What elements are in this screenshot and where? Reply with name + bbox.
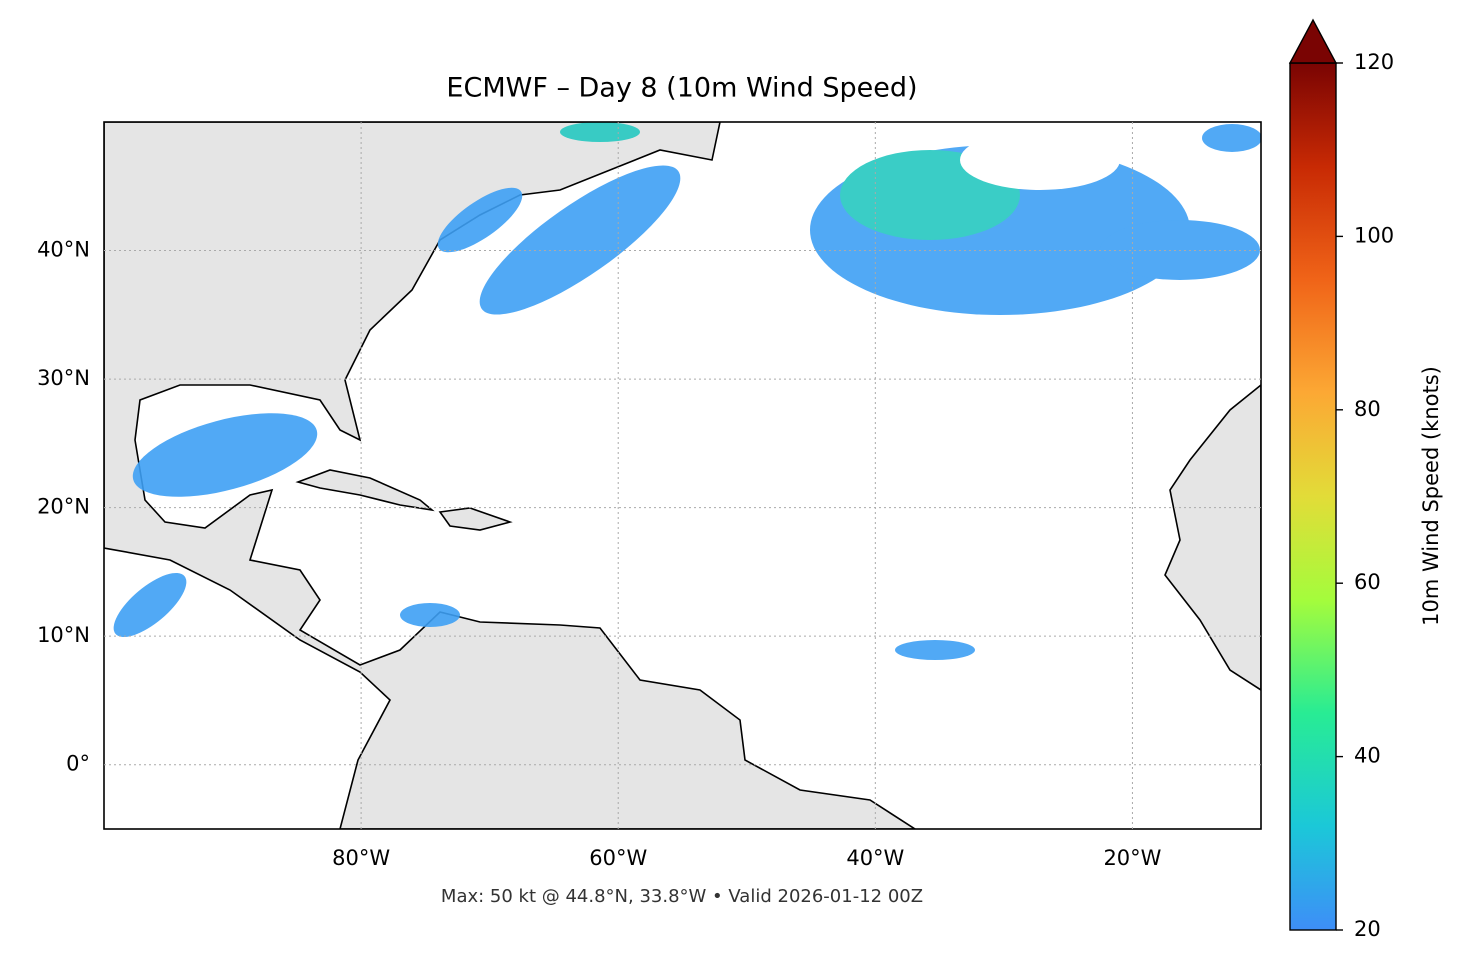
title: ECMWF – Day 8 (10m Wind Speed) [446, 73, 917, 104]
lon-label: 60°W [589, 846, 647, 870]
map-frame [103, 121, 1262, 830]
colorbar-tick-label: 40 [1354, 744, 1381, 768]
colorbar-tick-label: 60 [1354, 570, 1381, 594]
lat-label: 20°N [37, 495, 90, 519]
cuba [295, 469, 435, 512]
hispaniola [438, 507, 513, 531]
africa [1164, 383, 1261, 691]
lon-label: 40°W [846, 846, 904, 870]
colorbar-label: 10m Wind Speed (knots) [1419, 366, 1443, 626]
colorbar-tick-label: 80 [1354, 397, 1381, 421]
lon-label: 20°W [1103, 846, 1161, 870]
americas [104, 122, 917, 829]
lon-label: 80°W [332, 846, 390, 870]
footer: Max: 50 kt @ 44.8°N, 33.8°W • Valid 2026… [441, 886, 923, 907]
colorbar-tick-label: 20 [1354, 917, 1381, 941]
colorbar-tick-label: 100 [1354, 223, 1394, 247]
lat-label: 30°N [37, 366, 90, 390]
lat-label: 10°N [37, 623, 90, 647]
colorbar-tick-label: 120 [1354, 50, 1394, 74]
colorbar-extend [1288, 18, 1338, 64]
lat-label: 0° [66, 752, 90, 776]
map-area [104, 122, 1261, 829]
lat-label: 40°N [37, 238, 90, 262]
wind-field [113, 122, 1261, 660]
colorbar [1289, 62, 1337, 931]
